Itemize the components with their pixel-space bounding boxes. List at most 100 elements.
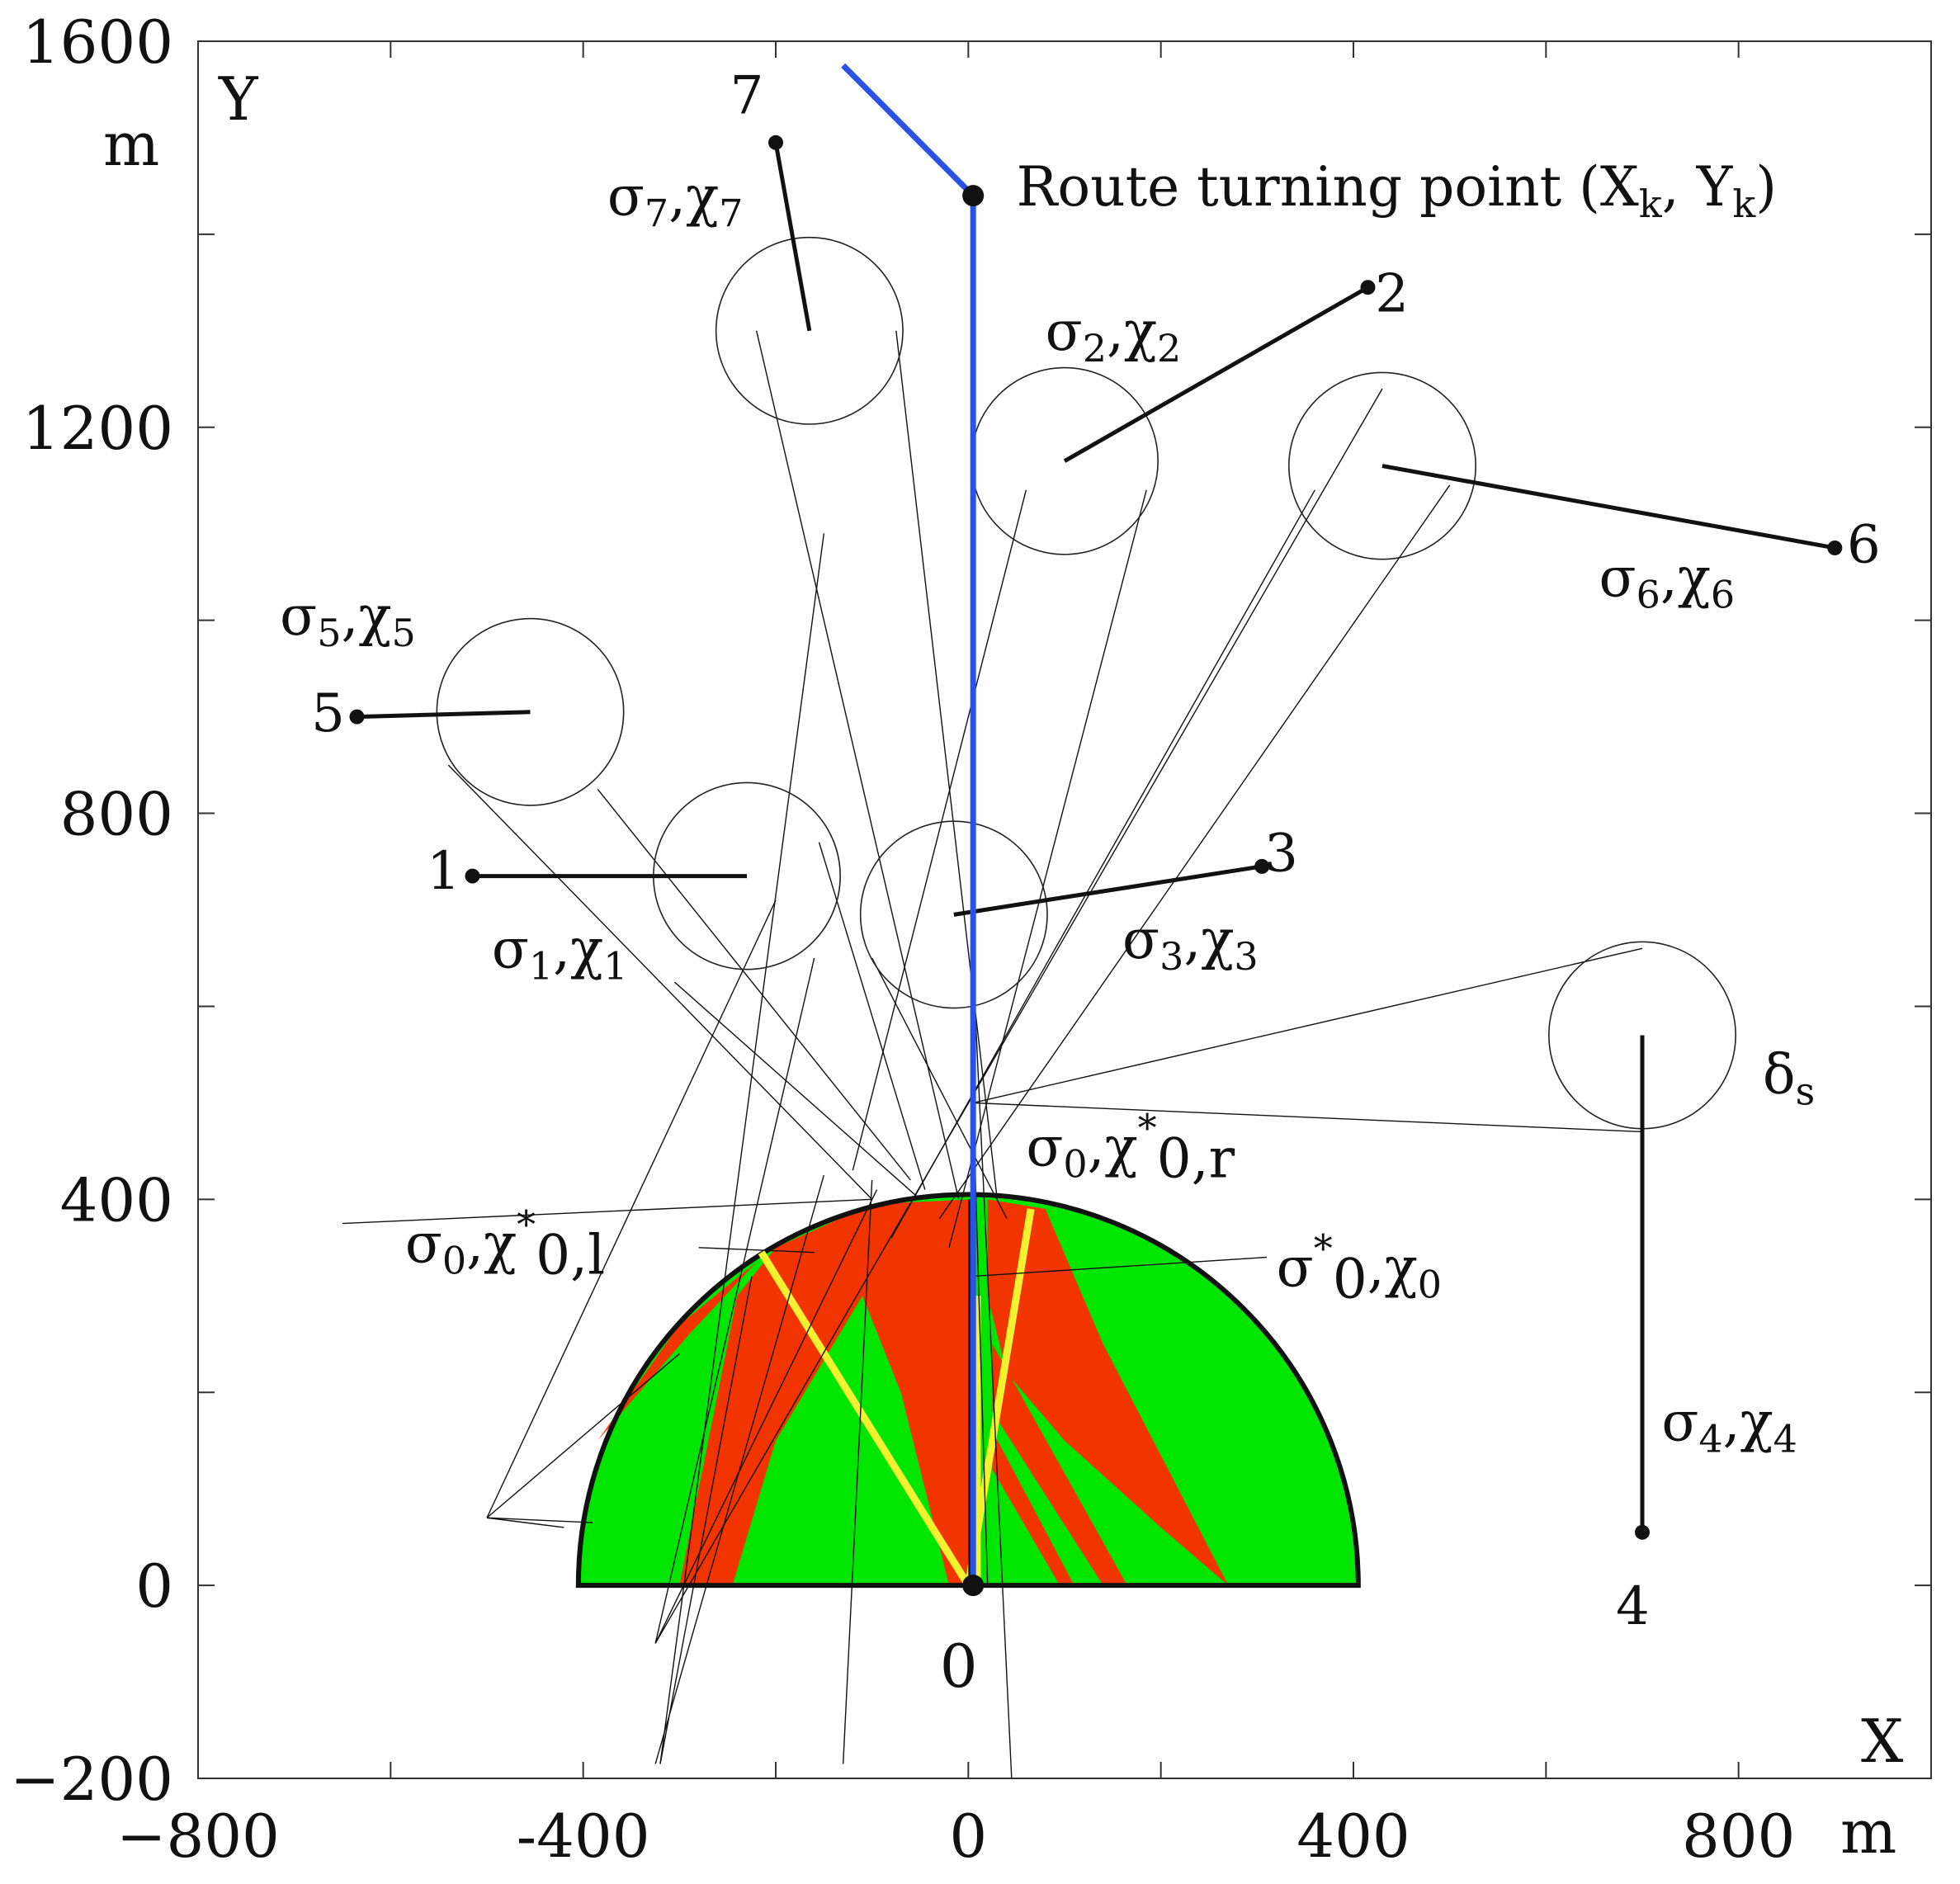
target-start-dot	[349, 709, 365, 725]
y-axis-unit: m	[103, 110, 159, 179]
left-boundary-ray	[758, 1250, 972, 1588]
danger-zone	[679, 1199, 974, 1586]
maneuver-sector	[579, 1194, 1358, 1585]
target-number: 6	[1847, 515, 1881, 576]
target-4: 4 σ4,χ4	[1548, 941, 1797, 1637]
construction-line	[654, 388, 1383, 1644]
danger-zone	[992, 1343, 1127, 1586]
construction-line	[674, 981, 921, 1200]
construction-line	[654, 1189, 878, 1644]
construction-line	[659, 1276, 753, 1764]
construction-line	[973, 947, 1643, 1104]
danger-circle	[436, 617, 625, 806]
target-start-dot	[1360, 280, 1376, 295]
target-course-line	[357, 710, 531, 720]
x-axis-name: X	[1861, 1707, 1903, 1776]
y-tick-label: 400	[60, 1165, 173, 1235]
y-tick-label: 1600	[22, 7, 173, 77]
construction-line	[654, 1174, 825, 1764]
target-course-line	[953, 864, 1263, 917]
target-start-dot	[1635, 1524, 1650, 1540]
route-turning-point-label: Route turning point (Xk, Yk)	[1017, 155, 1777, 226]
x-tick-label: 400	[1296, 1801, 1410, 1871]
target-6: 6 σ6,χ6	[1288, 371, 1881, 616]
target-start-dot	[465, 868, 480, 884]
target-number: 4	[1616, 1576, 1650, 1637]
labels: Route turning point (Xk, Yk) 0 δs σ0,χ*0,l σ…	[405, 155, 1815, 1701]
construction-line	[818, 842, 926, 1190]
target-start-dot	[1827, 540, 1843, 555]
target-number: 7	[730, 66, 764, 127]
construction-line	[486, 1353, 680, 1518]
y-tick-label: 1200	[22, 394, 173, 463]
construction-line	[486, 1517, 564, 1528]
target-number: 3	[1264, 824, 1298, 885]
route	[841, 63, 985, 1597]
tangent-lines	[342, 330, 1643, 1779]
x-tick-label: 0	[949, 1801, 987, 1871]
construction-line	[597, 788, 911, 1181]
target-sigma-chi-label: σ2,χ2	[1046, 300, 1182, 371]
construction-line	[447, 764, 873, 1200]
target-start-dot	[1254, 858, 1270, 874]
target-course-line	[1063, 286, 1369, 463]
target-1: 1 σ1,χ1	[427, 781, 841, 989]
danger-circle	[859, 820, 1048, 1009]
targets: 1 σ1,χ1 2 σ2,χ2 3σ3,χ3 4 σ4,χ4 5 σ5,χ5 6 σ6,χ6 7 σ7,…	[280, 66, 1881, 1637]
target-3: 3σ3,χ3	[859, 820, 1298, 1009]
construction-line	[938, 484, 1451, 1220]
x-tick-label: -400	[517, 1801, 650, 1871]
target-2: 2 σ2,χ2	[971, 263, 1409, 555]
construction-line	[972, 967, 1013, 1779]
construction-line	[654, 957, 815, 1644]
y-tick-label: −200	[10, 1745, 173, 1814]
target-sigma-chi-label: σ1,χ1	[492, 918, 628, 989]
target-7: 7 σ7,χ7	[607, 66, 904, 425]
construction-line	[486, 900, 777, 1518]
target-sigma-chi-label: σ7,χ7	[607, 165, 744, 236]
target-sigma-chi-label: σ3,χ3	[1122, 908, 1259, 979]
construction-line	[342, 1198, 872, 1225]
route-turning-point	[962, 185, 985, 207]
target-course-line	[773, 142, 812, 332]
origin-point	[962, 1575, 985, 1597]
sigma0-chi0l-label: σ0,χ*0,l	[405, 1202, 605, 1287]
danger-circle	[715, 236, 904, 425]
target-number: 5	[311, 683, 345, 744]
construction-line	[698, 1247, 815, 1254]
danger-zone	[987, 1199, 1229, 1586]
construction-line	[852, 489, 1027, 1171]
construction-line	[890, 489, 1315, 1239]
y-axis-name: Y	[218, 64, 259, 134]
target-number: 2	[1375, 263, 1409, 324]
sigma0-chi0r-label: σ0,χ*0,r	[1026, 1105, 1235, 1190]
construction-line	[486, 1517, 593, 1523]
danger-circle	[1288, 371, 1476, 560]
construction-line	[842, 1179, 873, 1764]
target-sigma-chi-label: σ6,χ6	[1599, 545, 1736, 616]
sigma0star-chi0-label: σ*0,χ0	[1277, 1226, 1442, 1311]
x-tick-label: 800	[1682, 1801, 1795, 1871]
target-sigma-chi-label: σ4,χ4	[1661, 1391, 1797, 1461]
danger-zone	[992, 1431, 1074, 1586]
construction-line	[948, 489, 1147, 1248]
y-tick-label: 0	[135, 1551, 173, 1621]
route-line	[841, 63, 976, 1586]
construction-line	[659, 533, 825, 1764]
origin-label: 0	[940, 1631, 978, 1701]
target-5: 5 σ5,χ5	[280, 584, 625, 806]
delta-s-label: δs	[1763, 1043, 1815, 1114]
target-start-dot	[768, 135, 783, 150]
construction-line	[968, 1256, 1268, 1277]
y-tick-label: 800	[60, 780, 173, 849]
construction-line	[755, 330, 960, 1200]
construction-line	[973, 1102, 1643, 1133]
plot-border	[197, 40, 1932, 1779]
construction-line	[895, 330, 999, 1200]
construction-line	[871, 957, 1008, 1220]
x-tick-label: −800	[116, 1801, 280, 1871]
target-course-line	[1381, 464, 1835, 550]
